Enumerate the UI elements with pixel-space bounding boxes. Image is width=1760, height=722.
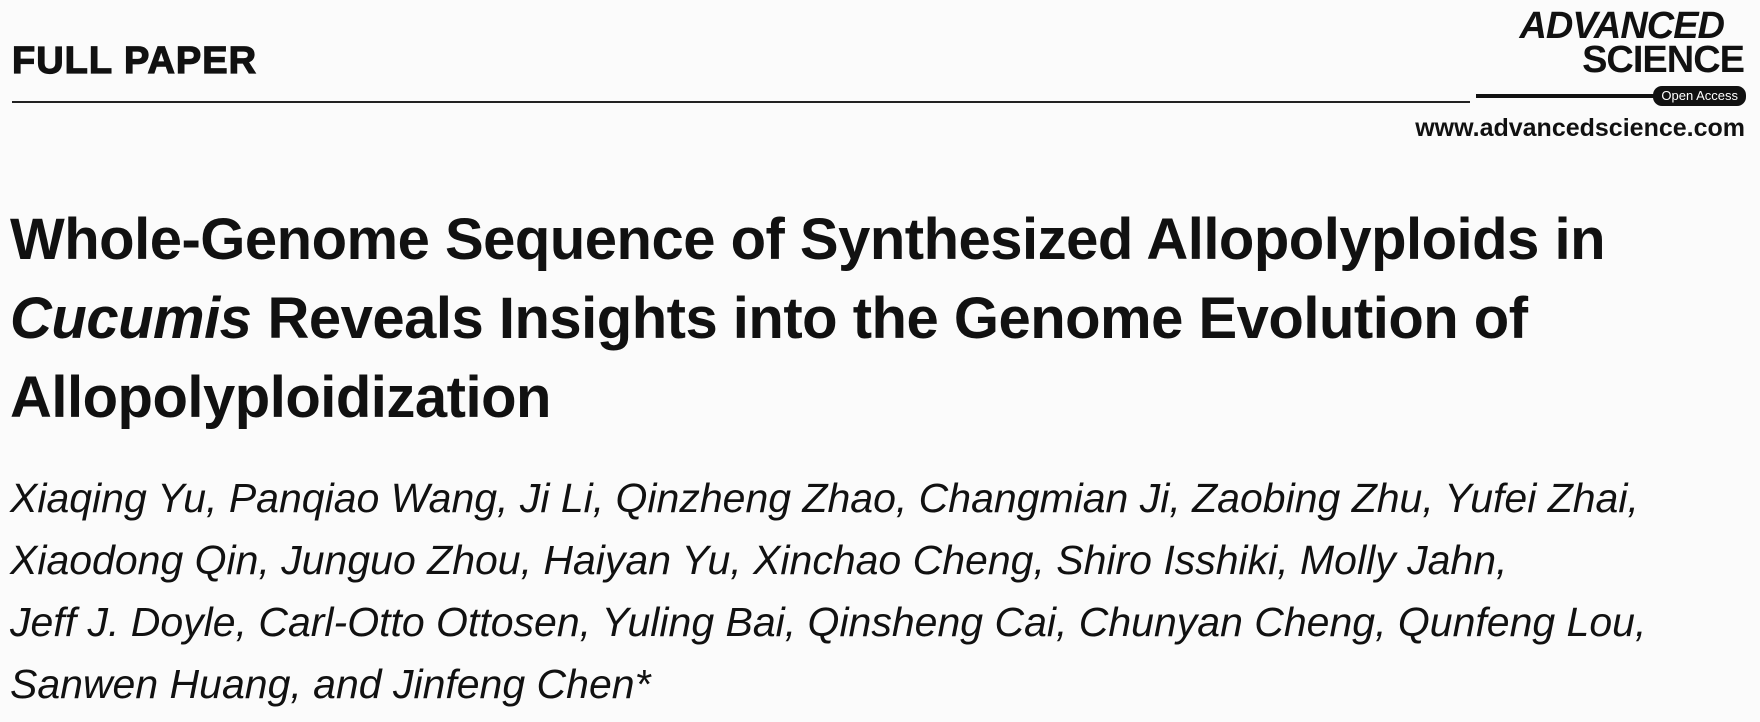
author-line: Xiaodong Qin, Junguo Zhou, Haiyan Yu, Xi… xyxy=(10,537,1508,583)
title-line: Allopolyploidization xyxy=(10,365,551,430)
title-line: Whole-Genome Sequence of Synthesized All… xyxy=(10,207,1606,272)
author-line: Jeff J. Doyle, Carl-Otto Ottosen, Yuling… xyxy=(10,599,1647,645)
title-text: Reveals Insights into the Genome Evoluti… xyxy=(267,286,1528,351)
open-access-badge: Open Access xyxy=(1653,86,1746,106)
header-rule xyxy=(12,101,1470,103)
logo-line: SCIENCE xyxy=(1582,39,1745,81)
author-line: Sanwen Huang, and Jinfeng Chen* xyxy=(10,661,651,707)
journal-logo: ADVANCED SCIENCE Open Access xyxy=(1476,6,1746,106)
logo-rule xyxy=(1476,94,1654,98)
logo-line: ADVANCED xyxy=(1519,5,1725,47)
journal-url[interactable]: www.advancedscience.com xyxy=(1415,114,1745,142)
author-line: Xiaqing Yu, Panqiao Wang, Ji Li, Qinzhen… xyxy=(10,475,1639,521)
title-italic: Cucumis xyxy=(10,286,252,351)
section-label: FULL PAPER xyxy=(11,39,258,82)
title-line: Cucumis Reveals Insights into the Genome … xyxy=(10,284,1528,354)
